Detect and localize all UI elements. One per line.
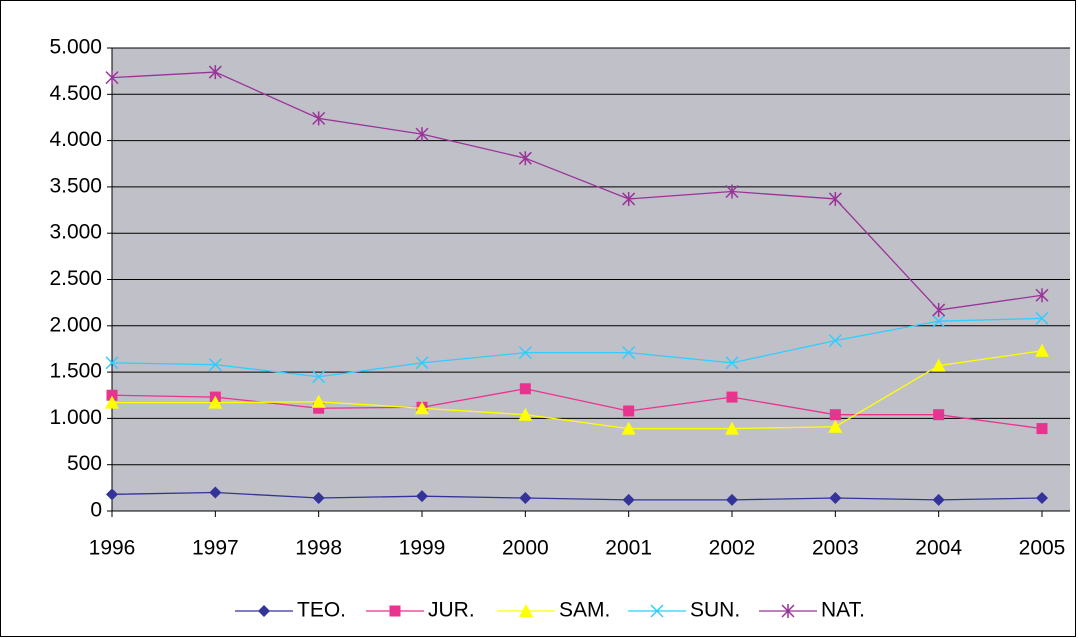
- marker: [932, 314, 946, 328]
- marker: [313, 402, 325, 414]
- marker: [415, 127, 429, 142]
- x-tick-label: 2003: [812, 537, 859, 560]
- x-tick-label: 2001: [605, 537, 652, 560]
- marker: [208, 358, 222, 372]
- marker: [208, 65, 222, 80]
- x-tick-label: 1996: [89, 537, 136, 560]
- marker: [622, 191, 636, 206]
- marker: [726, 391, 738, 403]
- marker: [829, 492, 842, 505]
- marker: [932, 493, 945, 506]
- marker: [106, 389, 118, 401]
- y-tick-label: 2.000: [49, 313, 102, 336]
- marker: [519, 604, 533, 617]
- series-line: [111, 317, 1043, 378]
- marker: [829, 409, 841, 421]
- x-tick-label: 2002: [709, 537, 756, 560]
- marker: [828, 334, 842, 348]
- y-tick-label: 500: [67, 452, 102, 475]
- legend-label: NAT.: [821, 599, 865, 622]
- series-line: [112, 350, 1043, 430]
- y-tick-label: 4.500: [49, 82, 102, 105]
- marker: [828, 419, 843, 433]
- marker: [781, 604, 795, 618]
- marker: [933, 409, 945, 421]
- marker: [1035, 343, 1049, 357]
- marker: [1036, 492, 1048, 505]
- marker: [1035, 288, 1049, 303]
- marker: [311, 394, 326, 408]
- marker: [725, 184, 739, 199]
- y-tick-label: 5.000: [49, 36, 102, 59]
- series-line: [111, 491, 1043, 501]
- marker: [312, 492, 325, 505]
- marker: [518, 346, 532, 360]
- marker: [415, 356, 429, 370]
- legend-label: JUR.: [428, 599, 475, 622]
- marker: [1036, 423, 1048, 435]
- marker: [622, 493, 635, 506]
- marker: [415, 401, 429, 415]
- marker: [389, 605, 401, 617]
- x-tick-label: 2000: [502, 537, 549, 560]
- marker: [622, 346, 636, 360]
- legend-label: SUN.: [690, 599, 740, 622]
- marker: [931, 358, 946, 372]
- y-tick-label: 1.000: [49, 406, 102, 429]
- x-tick-label: 2005: [1019, 537, 1066, 560]
- marker: [416, 490, 428, 503]
- marker: [650, 604, 664, 618]
- marker: [208, 395, 223, 409]
- legend-label: SAM.: [559, 599, 610, 622]
- marker: [519, 492, 532, 505]
- marker: [105, 395, 119, 409]
- marker: [621, 421, 636, 435]
- y-tick-label: 2.500: [49, 267, 102, 290]
- marker: [623, 405, 635, 417]
- marker: [209, 486, 222, 499]
- marker: [519, 383, 531, 395]
- marker: [518, 407, 533, 421]
- y-tick-label: 1.500: [49, 360, 102, 383]
- y-tick-label: 4.000: [49, 128, 102, 151]
- marker: [828, 191, 842, 206]
- x-tick-label: 2004: [915, 537, 962, 560]
- marker: [726, 493, 738, 506]
- marker: [258, 605, 270, 617]
- y-tick-label: 3.500: [49, 174, 102, 197]
- x-tick-label: 1997: [192, 537, 239, 560]
- marker: [105, 356, 119, 370]
- y-tick-label: 0: [90, 499, 102, 522]
- marker: [725, 356, 739, 370]
- marker: [725, 421, 739, 435]
- marker: [312, 370, 326, 384]
- marker: [518, 151, 532, 166]
- marker: [312, 111, 326, 126]
- marker: [106, 488, 118, 501]
- marker: [932, 303, 946, 318]
- y-tick-label: 3.000: [49, 221, 102, 244]
- x-tick-label: 1999: [399, 537, 446, 560]
- marker: [1035, 311, 1049, 325]
- series-line: [111, 71, 1043, 311]
- marker: [105, 70, 119, 85]
- legend-label: TEO.: [297, 599, 346, 622]
- x-tick-label: 1998: [295, 537, 342, 560]
